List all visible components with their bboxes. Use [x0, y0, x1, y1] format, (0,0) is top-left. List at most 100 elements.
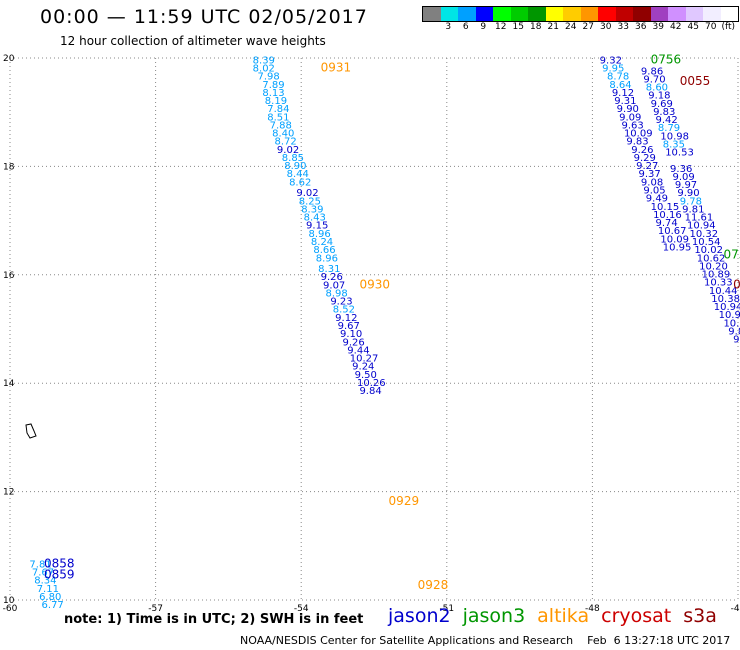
data-value: 9.12: [335, 313, 357, 324]
data-value: 10.53: [665, 148, 694, 159]
time-label: 0756: [651, 52, 682, 66]
data-value: 9.70: [643, 74, 665, 85]
data-value: 11.61: [685, 213, 714, 224]
colorbar-swatch: [475, 7, 493, 21]
data-value: 9.78: [680, 196, 702, 207]
colorbar-swatch: [510, 7, 528, 21]
legend-item: altika: [537, 605, 590, 627]
x-tick-label: -57: [148, 604, 163, 614]
colorbar-label: 42: [670, 22, 682, 32]
data-value: 8.35: [663, 139, 685, 150]
data-value: 9.74: [655, 218, 677, 229]
legend-item: s3a: [683, 605, 717, 627]
data-value: 8.85: [282, 153, 304, 164]
data-value: 9.69: [651, 99, 673, 110]
colorbar-label: 21: [547, 22, 559, 32]
colorbar-swatch: [493, 7, 511, 21]
time-label: 00: [733, 277, 740, 291]
data-value: 9.95: [602, 64, 624, 75]
data-value: 7.67: [32, 568, 54, 579]
data-value: 8.02: [253, 64, 275, 75]
data-value: 9.09: [619, 112, 641, 123]
y-tick-label: 16: [3, 271, 15, 281]
data-value: 10.94: [714, 302, 740, 313]
legend-item: cryosat: [601, 605, 672, 627]
data-value: 8.44: [287, 169, 309, 180]
data-value: 7.11: [37, 584, 59, 595]
data-value: 9.44: [347, 345, 369, 356]
colorbar-swatch: [545, 7, 563, 21]
data-value: 8.39: [301, 204, 323, 215]
colorbar-swatch: [563, 7, 581, 21]
x-tick-label: -51: [439, 604, 454, 614]
colorbar-swatch: [650, 7, 668, 21]
data-value: 10.02: [694, 245, 723, 256]
land-outline: [25, 423, 37, 439]
colorbar-label: 70: [705, 22, 717, 32]
data-value: 10.5: [723, 318, 740, 329]
data-value: 9.37: [639, 169, 661, 180]
time-label: 0859: [44, 567, 75, 581]
data-value: 9.86: [641, 66, 663, 77]
data-value: 8.13: [262, 88, 284, 99]
colorbar-swatch: [703, 7, 721, 21]
colorbar-swatch: [423, 7, 441, 21]
data-value: 8.96: [316, 253, 338, 264]
data-value: 9.84: [359, 386, 381, 397]
data-value: 7.98: [258, 72, 280, 83]
data-value: 7.89: [262, 80, 284, 91]
colorbar-swatch: [720, 7, 738, 21]
data-value: 9.81: [682, 204, 704, 215]
data-value: 9.02: [296, 188, 318, 199]
x-tick-label: -54: [294, 604, 309, 614]
data-value: 10.9: [719, 310, 740, 321]
time-label: 0929: [389, 494, 420, 508]
data-value: 9.09: [672, 172, 694, 183]
credit-text: NOAA/NESDIS Center for Satellite Applica…: [240, 634, 574, 647]
data-value: 8.40: [272, 129, 294, 140]
data-value: 7.81: [29, 559, 51, 570]
colorbar-label: 24: [565, 22, 577, 32]
data-value: 8.62: [289, 177, 311, 188]
chart-subtitle: 12 hour collection of altimeter wave hei…: [60, 34, 326, 48]
colorbar-swatch: [440, 7, 458, 21]
data-value: 8.98: [325, 288, 347, 299]
y-tick-label: 18: [3, 162, 15, 172]
data-value: 8.66: [313, 245, 335, 256]
data-value: 8.96: [308, 229, 330, 240]
data-value: 9.36: [670, 164, 692, 175]
colorbar-label: 33: [617, 22, 629, 32]
data-value: 9.23: [330, 297, 352, 308]
time-label: 0858: [44, 556, 75, 570]
data-value: 8.64: [609, 80, 631, 91]
data-value: 8.79: [658, 123, 680, 134]
y-tick-label: 14: [3, 379, 15, 389]
data-value: 8.19: [265, 96, 287, 107]
data-value: 9.05: [643, 186, 665, 197]
data-value: 7.84: [267, 104, 289, 115]
data-value: 9.50: [355, 370, 377, 381]
data-value: 9.83: [653, 107, 675, 118]
data-value: 9.83: [626, 137, 648, 148]
colorbar-label: 45: [687, 22, 699, 32]
data-value: 10.38: [711, 294, 740, 305]
colorbar-swatch: [615, 7, 633, 21]
data-value: 10.62: [697, 253, 726, 264]
data-value: 9.90: [617, 104, 639, 115]
data-value: 10.33: [704, 278, 733, 289]
data-value: 9.15: [306, 221, 328, 232]
data-value: 9.4: [733, 335, 740, 346]
colorbar-label: 30: [600, 22, 612, 32]
data-value: 8.24: [311, 237, 333, 248]
colorbar-swatch: [633, 7, 651, 21]
x-tick-label: -48: [585, 604, 600, 614]
data-value: 6.80: [39, 592, 61, 603]
colorbar-label: 9: [480, 22, 487, 32]
data-value: 9.26: [321, 272, 343, 283]
data-value: 8.43: [304, 213, 326, 224]
y-tick-label: 20: [3, 54, 15, 64]
credit-line: NOAA/NESDIS Center for Satellite Applica…: [240, 634, 730, 647]
data-value: 8.78: [607, 72, 629, 83]
data-value: 9.32: [600, 55, 622, 66]
